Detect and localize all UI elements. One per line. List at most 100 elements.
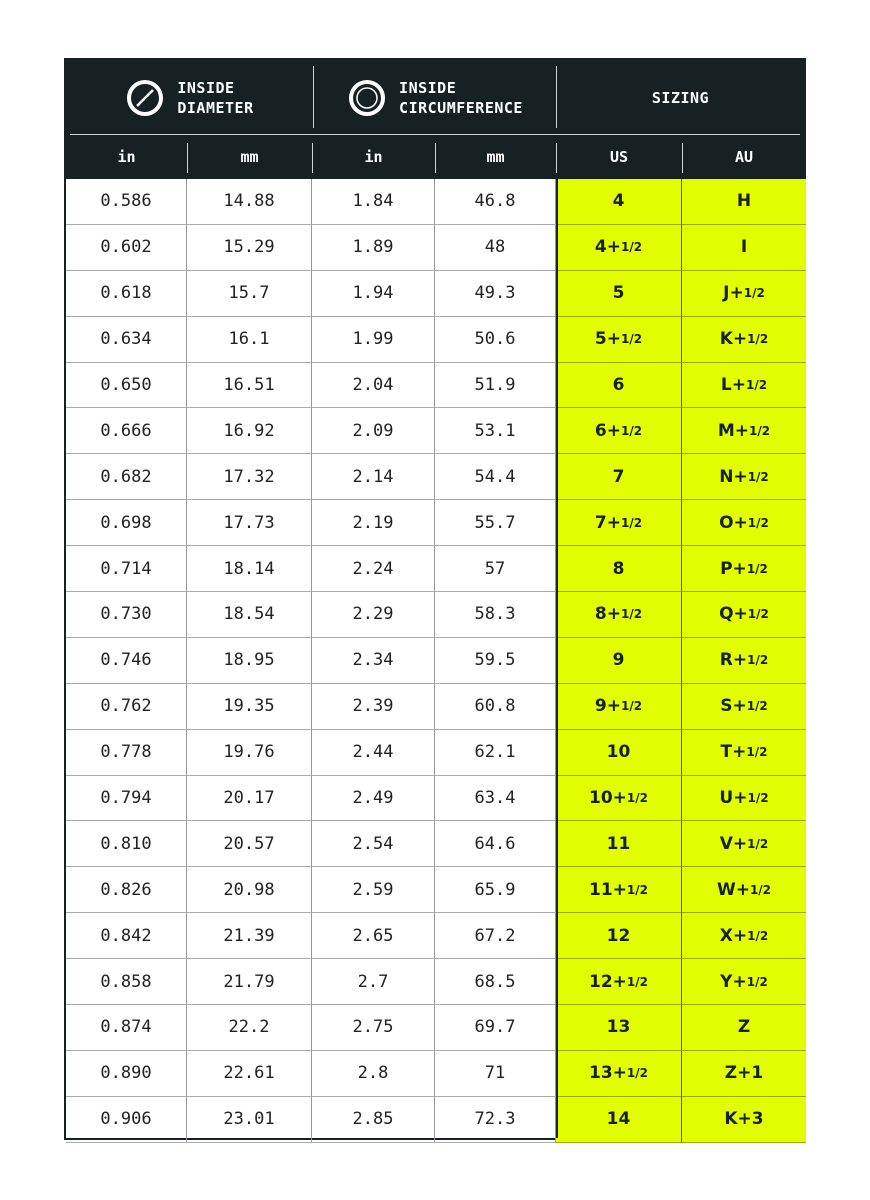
us-size-fraction: 1/2	[620, 515, 643, 530]
table-row: 0.650 16.51 2.04 51.9 6 L+ 1/2	[66, 362, 806, 409]
au-size-cell: J+ 1/2	[682, 270, 806, 317]
us-size-fraction: 1/2	[626, 1066, 648, 1081]
diameter-in-cell: 0.778	[66, 729, 187, 776]
au-size-value: W+	[716, 879, 750, 900]
diameter-in-cell: 0.906	[66, 1096, 187, 1143]
sizing-left-border	[556, 179, 558, 1138]
diameter-in-cell: 0.890	[66, 1050, 187, 1097]
diameter-mm-cell: 22.61	[187, 1050, 312, 1097]
au-size-fraction: 1/2	[747, 607, 769, 622]
au-size-fraction: 1/2	[743, 286, 765, 301]
au-size-fraction: 1/2	[746, 745, 768, 760]
circumference-line1: INSIDE	[399, 78, 457, 97]
column-header-circumference-in: in	[364, 148, 383, 166]
us-size-cell: 5	[556, 270, 682, 317]
table-row: 0.826 20.98 2.59 65.9 11+ 1/2 W+ 1/2	[66, 867, 806, 914]
circumference-in-cell: 2.59	[312, 867, 435, 914]
table-row: 0.778 19.76 2.44 62.1 10 T+ 1/2	[66, 729, 806, 776]
diameter-in-cell: 0.762	[66, 683, 187, 730]
us-size-value: 9	[612, 650, 625, 671]
us-size-value: 8+	[594, 604, 621, 625]
us-size-value: 8	[612, 558, 625, 579]
table-row: 0.906 23.01 2.85 72.3 14 K+3	[66, 1096, 806, 1143]
circumference-icon	[349, 79, 386, 116]
circumference-in-cell: 1.84	[312, 179, 435, 225]
diameter-mm-cell: 20.98	[187, 867, 312, 914]
diameter-in-cell: 0.842	[66, 913, 187, 960]
table-row: 0.810 20.57 2.54 64.6 11 V+ 1/2	[66, 821, 806, 868]
circumference-mm-cell: 50.6	[435, 316, 556, 363]
table-row: 0.746 18.95 2.34 59.5 9 R+ 1/2	[66, 637, 806, 684]
diameter-in-cell: 0.634	[66, 316, 187, 363]
au-size-fraction: 1/2	[747, 515, 769, 530]
au-size-value: L+	[720, 375, 746, 395]
circumference-mm-cell: 67.2	[435, 913, 556, 960]
diameter-mm-cell: 19.76	[187, 729, 312, 776]
table-row: 0.602 15.29 1.89 48 4+ 1/2 I	[66, 224, 806, 271]
divider	[556, 66, 557, 128]
column-header-circumference-mm: mm	[486, 148, 505, 166]
us-size-value: 6	[612, 375, 625, 395]
circumference-mm-cell: 58.3	[435, 592, 556, 638]
table-row: 0.858 21.79 2.7 68.5 12+ 1/2 Y+ 1/2	[66, 959, 806, 1006]
circumference-mm-cell: 72.3	[435, 1096, 556, 1143]
au-size-value: P+	[720, 558, 747, 579]
us-size-cell: 12	[556, 913, 682, 960]
circumference-in-cell: 2.04	[312, 362, 435, 409]
circumference-mm-cell: 60.8	[435, 683, 556, 730]
circumference-mm-cell: 68.5	[435, 959, 556, 1006]
us-size-fraction: 1/2	[626, 882, 648, 897]
au-size-value: R+	[719, 650, 748, 671]
circumference-in-cell: 2.09	[312, 408, 435, 455]
us-size-cell: 11+ 1/2	[556, 867, 682, 914]
au-size-cell: U+ 1/2	[682, 775, 806, 822]
au-size-value: K+	[719, 329, 748, 350]
diameter-mm-cell: 18.95	[187, 637, 312, 684]
us-size-cell: 13+ 1/2	[556, 1050, 682, 1097]
diameter-mm-cell: 17.32	[187, 454, 312, 501]
diameter-mm-cell: 22.2	[187, 1005, 312, 1051]
diameter-in-cell: 0.810	[66, 821, 187, 868]
au-size-value: T+	[720, 742, 747, 763]
diameter-mm-cell: 19.35	[187, 683, 312, 730]
us-size-value: 4+	[594, 237, 621, 258]
table-row: 0.682 17.32 2.14 54.4 7 N+ 1/2	[66, 454, 806, 501]
sizing-header: SIZING	[651, 88, 710, 107]
diameter-mm-cell: 21.79	[187, 959, 312, 1006]
column-header-diameter-in: in	[117, 148, 136, 166]
au-size-value: J+	[723, 283, 744, 304]
divider	[312, 143, 313, 173]
au-size-value: Q+	[719, 604, 748, 625]
diameter-in-cell: 0.826	[66, 867, 187, 914]
circumference-in-cell: 2.19	[312, 500, 435, 547]
diameter-mm-cell: 15.7	[187, 270, 312, 317]
au-size-cell: O+ 1/2	[682, 500, 806, 547]
ring-size-table: INSIDE DIAMETER INSIDE CIRCUMFERENCE SIZIN…	[64, 58, 806, 1143]
circumference-in-cell: 2.29	[312, 592, 435, 638]
diameter-mm-cell: 20.57	[187, 821, 312, 868]
au-size-cell: T+ 1/2	[682, 729, 806, 776]
divider	[435, 143, 436, 173]
au-size-cell: Z	[682, 1005, 806, 1051]
circumference-mm-cell: 71	[435, 1050, 556, 1097]
column-header-row: in mm in mm US AU	[66, 135, 804, 179]
header-group-row: INSIDE DIAMETER INSIDE CIRCUMFERENCE SIZIN…	[66, 60, 804, 135]
au-size-value: Z	[737, 1017, 751, 1038]
diameter-mm-cell: 21.39	[187, 913, 312, 960]
circumference-in-cell: 2.24	[312, 546, 435, 593]
au-size-fraction: 1/2	[749, 423, 771, 438]
circumference-in-cell: 2.14	[312, 454, 435, 501]
au-size-fraction: 1/2	[745, 378, 768, 392]
au-size-value: H	[736, 191, 752, 212]
table-row: 0.618 15.7 1.94 49.3 5 J+ 1/2	[66, 270, 806, 317]
au-size-fraction: 1/2	[747, 469, 769, 484]
us-size-cell: 4	[556, 179, 682, 225]
circumference-mm-cell: 69.7	[435, 1005, 556, 1051]
au-size-cell: K+ 1/2	[682, 316, 806, 363]
au-size-cell: M+ 1/2	[682, 408, 806, 455]
us-size-value: 11+	[589, 879, 627, 900]
us-size-cell: 7	[556, 454, 682, 501]
table-row: 0.730 18.54 2.29 58.3 8+ 1/2 Q+ 1/2	[66, 592, 806, 638]
table-row: 0.890 22.61 2.8 71 13+ 1/2 Z+1	[66, 1050, 806, 1097]
table-row: 0.698 17.73 2.19 55.7 7+ 1/2 O+ 1/2	[66, 500, 806, 547]
